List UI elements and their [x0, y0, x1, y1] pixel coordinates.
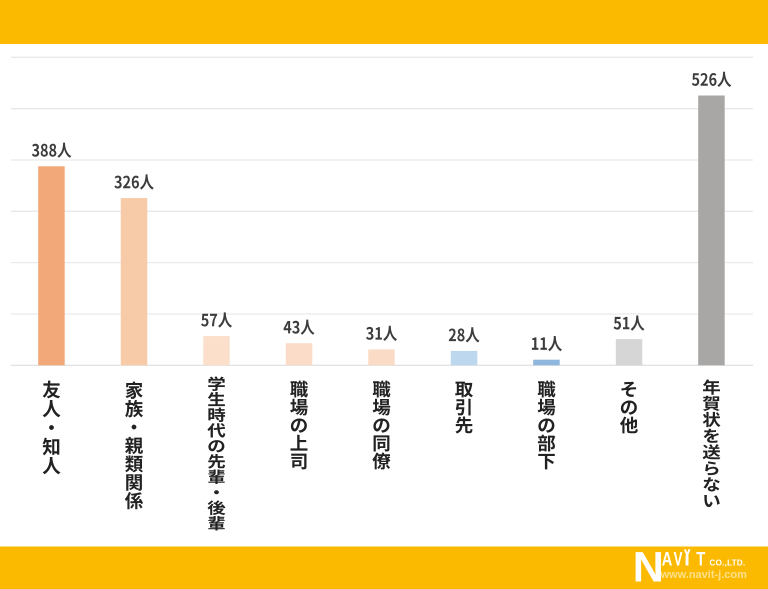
- svg-text:A: A: [662, 549, 673, 570]
- svg-text:www.navit-j.com: www.navit-j.com: [660, 569, 748, 581]
- svg-text:CO.,LTD.: CO.,LTD.: [710, 558, 746, 567]
- svg-text:V: V: [674, 549, 683, 570]
- svg-text:N: N: [633, 543, 664, 589]
- svg-text:T: T: [696, 549, 706, 570]
